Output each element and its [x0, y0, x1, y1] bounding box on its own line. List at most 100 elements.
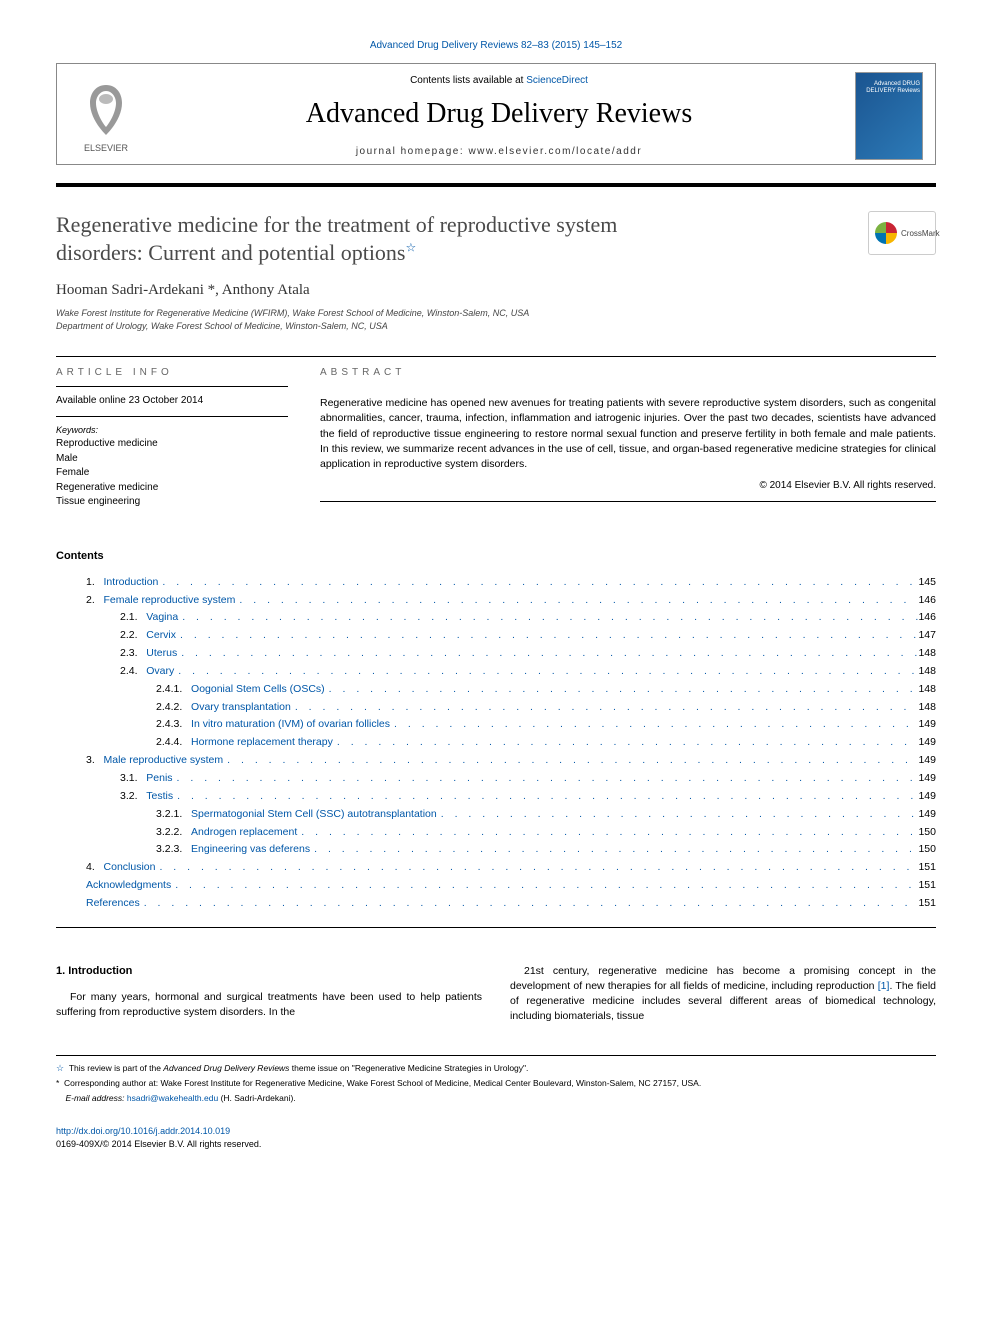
toc-label[interactable]: Androgen replacement [191, 824, 297, 842]
toc-label[interactable]: Uterus [146, 645, 177, 663]
toc-number: 2.4.3. [56, 716, 191, 734]
journal-cover-thumbnail[interactable]: Advanced DRUG DELIVERY Reviews [855, 72, 923, 160]
toc-link[interactable]: References [86, 897, 140, 909]
footnote-corresponding: * Corresponding author at: Wake Forest I… [56, 1077, 936, 1090]
title-line-2: disorders: Current and potential options [56, 240, 406, 265]
toc-label[interactable]: References [86, 895, 140, 913]
toc-row: 2.4.1. Oogonial Stem Cells (OSCs) . . . … [56, 681, 936, 699]
toc-row: 2.1. Vagina . . . . . . . . . . . . . . … [56, 609, 936, 627]
toc-link[interactable]: Penis [146, 772, 172, 784]
keywords-list: Reproductive medicineMaleFemaleRegenerat… [56, 437, 288, 510]
toc-page: 149 [918, 770, 936, 788]
toc-row: 2.4.4. Hormone replacement therapy . . .… [56, 734, 936, 752]
toc-link[interactable]: Engineering vas deferens [191, 843, 310, 855]
toc-label[interactable]: Female reproductive system [104, 592, 236, 610]
toc-link[interactable]: Hormone replacement therapy [191, 736, 333, 748]
toc-link[interactable]: Uterus [146, 647, 177, 659]
toc-label[interactable]: In vitro maturation (IVM) of ovarian fol… [191, 716, 390, 734]
title-footnote-star[interactable]: ☆ [406, 240, 417, 254]
toc-link[interactable]: Acknowledgments [86, 879, 171, 891]
toc-page: 148 [918, 681, 936, 699]
toc-link[interactable]: Oogonial Stem Cells (OSCs) [191, 683, 325, 695]
toc-row: 2.4. Ovary . . . . . . . . . . . . . . .… [56, 663, 936, 681]
body-columns: 1. Introduction For many years, hormonal… [56, 964, 936, 1025]
sciencedirect-link[interactable]: ScienceDirect [526, 75, 588, 86]
para-right-a: 21st century, regenerative medicine has … [510, 965, 936, 992]
fn1-ital: Advanced Drug Delivery Reviews [163, 1063, 289, 1073]
toc-row: References . . . . . . . . . . . . . . .… [56, 895, 936, 913]
crossmark-badge[interactable]: CrossMark [868, 211, 936, 255]
toc-link[interactable]: Vagina [146, 611, 178, 623]
toc-page: 148 [918, 645, 936, 663]
toc-label[interactable]: Engineering vas deferens [191, 841, 310, 859]
toc-number: 1. [56, 574, 104, 592]
abstract-col: abstract Regenerative medicine has opene… [320, 357, 936, 510]
toc-leader-dots: . . . . . . . . . . . . . . . . . . . . … [173, 788, 918, 806]
fn1-pre: This review is part of the [69, 1063, 163, 1073]
toc-row: Acknowledgments . . . . . . . . . . . . … [56, 877, 936, 895]
toc-label[interactable]: Acknowledgments [86, 877, 171, 895]
table-of-contents: 1. Introduction . . . . . . . . . . . . … [56, 574, 936, 928]
toc-label[interactable]: Ovary [146, 663, 174, 681]
toc-leader-dots: . . . . . . . . . . . . . . . . . . . . … [176, 627, 918, 645]
doi-link[interactable]: http://dx.doi.org/10.1016/j.addr.2014.10… [56, 1126, 230, 1136]
toc-number: 2.4.2. [56, 699, 191, 717]
authors: Hooman Sadri-Ardekani *, Anthony Atala [56, 282, 936, 299]
fn1-post: theme issue on "Regenerative Medicine St… [289, 1063, 528, 1073]
footnotes: ☆ This review is part of the Advanced Dr… [56, 1055, 936, 1105]
toc-link[interactable]: Conclusion [104, 861, 156, 873]
toc-label[interactable]: Conclusion [104, 859, 156, 877]
toc-label[interactable]: Ovary transplantation [191, 699, 291, 717]
keywords-label: Keywords: [56, 425, 288, 435]
toc-label[interactable]: Spermatogonial Stem Cell (SSC) autotrans… [191, 806, 437, 824]
toc-label[interactable]: Penis [146, 770, 172, 788]
page-root: Advanced Drug Delivery Reviews 82–83 (20… [0, 0, 992, 1182]
toc-leader-dots: . . . . . . . . . . . . . . . . . . . . … [177, 645, 918, 663]
toc-row: 3.2.3. Engineering vas deferens . . . . … [56, 841, 936, 859]
elsevier-logo[interactable]: ELSEVIER [69, 75, 143, 157]
toc-label[interactable]: Oogonial Stem Cells (OSCs) [191, 681, 325, 699]
toc-row: 2.2. Cervix . . . . . . . . . . . . . . … [56, 627, 936, 645]
toc-link[interactable]: Introduction [104, 576, 159, 588]
toc-label[interactable]: Hormone replacement therapy [191, 734, 333, 752]
toc-page: 151 [918, 877, 936, 895]
toc-label[interactable]: Testis [146, 788, 173, 806]
email-link[interactable]: hsadri@wakehealth.edu [127, 1093, 218, 1103]
toc-label[interactable]: Cervix [146, 627, 176, 645]
toc-link[interactable]: Testis [146, 790, 173, 802]
toc-link[interactable]: In vitro maturation (IVM) of ovarian fol… [191, 718, 390, 730]
info-abstract-row: article info Available online 23 October… [56, 356, 936, 510]
affiliation-2: Department of Urology, Wake Forest Schoo… [56, 320, 936, 333]
toc-link[interactable]: Ovary transplantation [191, 701, 291, 713]
issue-citation[interactable]: Advanced Drug Delivery Reviews 82–83 (20… [56, 40, 936, 51]
toc-label[interactable]: Vagina [146, 609, 178, 627]
toc-leader-dots: . . . . . . . . . . . . . . . . . . . . … [174, 663, 918, 681]
toc-number: 3.2.2. [56, 824, 191, 842]
toc-link[interactable]: Androgen replacement [191, 826, 297, 838]
toc-number: 2.4. [56, 663, 146, 681]
toc-label[interactable]: Introduction [104, 574, 159, 592]
toc-page: 149 [918, 716, 936, 734]
citation-link[interactable]: [1] [878, 980, 890, 992]
toc-page: 147 [918, 627, 936, 645]
issn-line: 0169-409X/© 2014 Elsevier B.V. All right… [56, 1139, 261, 1149]
article-title: Regenerative medicine for the treatment … [56, 211, 617, 266]
toc-link[interactable]: Spermatogonial Stem Cell (SSC) autotrans… [191, 808, 437, 820]
toc-link[interactable]: Ovary [146, 665, 174, 677]
toc-link[interactable]: Cervix [146, 629, 176, 641]
fn2-text: Corresponding author at: Wake Forest Ins… [64, 1078, 701, 1088]
journal-header: ELSEVIER Contents lists available at Sci… [56, 63, 936, 165]
toc-leader-dots: . . . . . . . . . . . . . . . . . . . . … [178, 609, 918, 627]
toc-link[interactable]: Female reproductive system [104, 594, 236, 606]
toc-page: 146 [918, 609, 936, 627]
toc-row: 2.3. Uterus . . . . . . . . . . . . . . … [56, 645, 936, 663]
toc-number: 2. [56, 592, 104, 610]
homepage-url[interactable]: www.elsevier.com/locate/addr [468, 146, 642, 157]
toc-link[interactable]: Male reproductive system [104, 754, 224, 766]
journal-homepage: journal homepage: www.elsevier.com/locat… [143, 146, 855, 157]
toc-page: 146 [918, 592, 936, 610]
toc-page: 151 [918, 859, 936, 877]
toc-number: 3. [56, 752, 104, 770]
toc-label[interactable]: Male reproductive system [104, 752, 224, 770]
toc-number: 3.2.1. [56, 806, 191, 824]
